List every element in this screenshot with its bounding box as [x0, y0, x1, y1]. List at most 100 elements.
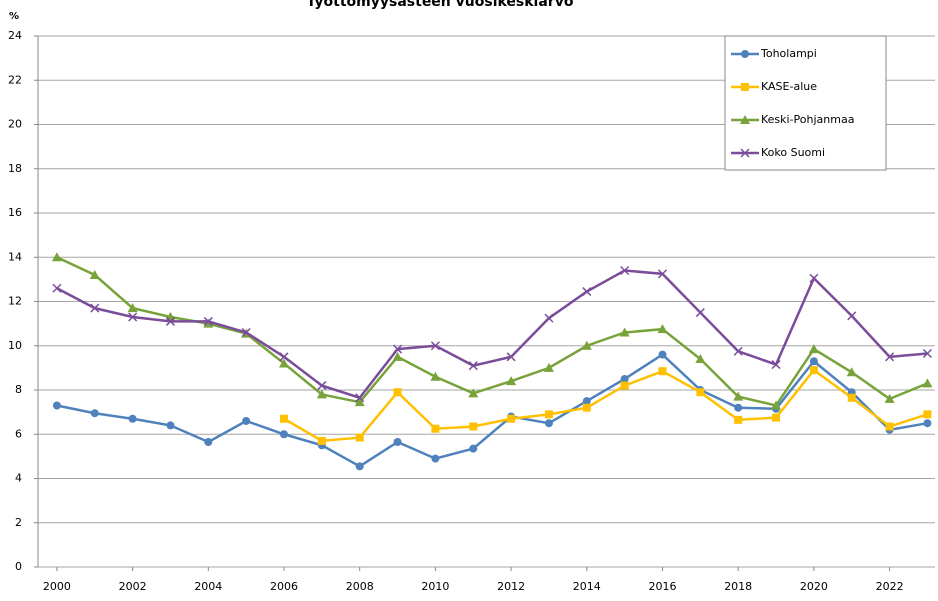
legend-marker — [740, 148, 750, 158]
marker — [128, 414, 137, 423]
y-tick-label: 10 — [8, 339, 22, 352]
marker — [809, 273, 819, 283]
x-tick-label: 2016 — [648, 580, 676, 593]
y-tick-label: 20 — [8, 118, 22, 131]
marker — [543, 362, 554, 372]
marker — [923, 419, 932, 428]
legend-label: KASE-alue — [761, 80, 817, 93]
marker — [695, 354, 706, 364]
marker — [51, 252, 62, 262]
marker — [204, 437, 213, 446]
legend-label: Toholampi — [760, 47, 817, 60]
marker — [355, 393, 365, 403]
marker — [544, 410, 553, 419]
marker — [52, 283, 62, 293]
x-tick-label: 2020 — [800, 580, 828, 593]
marker — [657, 324, 668, 334]
x-tick-label: 2008 — [346, 580, 374, 593]
marker — [885, 352, 895, 362]
marker — [354, 397, 365, 407]
marker — [468, 388, 479, 398]
x-tick-label: 2006 — [270, 580, 298, 593]
y-axis-label: % — [9, 11, 19, 22]
y-tick-label: 24 — [8, 29, 22, 42]
y-tick-label: 16 — [8, 206, 22, 219]
marker — [279, 352, 289, 362]
marker — [809, 366, 818, 375]
marker — [620, 381, 629, 390]
x-tick-label: 2002 — [119, 580, 147, 593]
marker — [544, 313, 554, 323]
x-tick-label: 2014 — [573, 580, 601, 593]
legend-marker — [741, 83, 749, 91]
marker — [468, 361, 478, 371]
marker — [658, 350, 667, 359]
marker — [734, 415, 743, 424]
marker — [279, 358, 290, 368]
marker — [734, 403, 743, 412]
marker — [733, 391, 744, 401]
marker — [431, 454, 440, 463]
y-tick-label: 0 — [15, 560, 22, 573]
series-line — [56, 269, 928, 400]
marker — [317, 436, 326, 445]
series-line — [283, 368, 928, 443]
legend-marker — [741, 50, 749, 58]
legend-label: Koko Suomi — [761, 146, 825, 159]
marker — [506, 376, 517, 386]
marker — [582, 403, 591, 412]
marker — [620, 265, 630, 276]
marker — [657, 269, 668, 279]
marker — [166, 421, 175, 430]
y-tick-label: 14 — [8, 250, 22, 263]
marker — [242, 416, 251, 425]
marker — [772, 413, 781, 422]
x-tick-label: 2022 — [876, 580, 904, 593]
marker — [696, 388, 705, 397]
marker — [393, 344, 403, 354]
marker — [847, 393, 856, 402]
marker — [128, 312, 138, 322]
marker — [581, 340, 592, 350]
marker — [430, 371, 441, 381]
marker — [317, 381, 327, 391]
marker — [203, 316, 213, 326]
y-tick-label: 12 — [8, 295, 22, 308]
marker — [90, 303, 100, 313]
x-tick-label: 2010 — [421, 580, 449, 593]
marker — [808, 344, 819, 354]
y-tick-label: 4 — [15, 472, 22, 485]
marker — [884, 393, 895, 403]
marker — [392, 351, 403, 361]
marker — [431, 424, 440, 433]
marker — [203, 318, 214, 328]
marker — [506, 352, 516, 362]
marker — [544, 419, 553, 428]
marker — [241, 327, 251, 338]
series-line — [56, 353, 928, 468]
x-tick-label: 2000 — [43, 580, 71, 593]
marker — [89, 269, 100, 279]
marker — [922, 378, 933, 388]
marker — [355, 462, 364, 471]
marker — [280, 430, 289, 439]
marker — [127, 303, 138, 313]
y-tick-label: 18 — [8, 162, 22, 175]
marker — [430, 341, 440, 351]
marker — [695, 308, 705, 318]
marker — [165, 316, 175, 326]
chart-title: Työttömyysasteen vuosikeskiarvo — [307, 0, 574, 10]
x-tick-label: 2018 — [724, 580, 752, 593]
marker — [733, 346, 743, 356]
marker — [582, 287, 592, 297]
marker — [355, 433, 364, 442]
marker — [846, 367, 857, 377]
marker — [280, 414, 289, 423]
legend-box — [724, 35, 887, 171]
marker — [658, 367, 667, 376]
marker — [469, 444, 478, 453]
marker — [885, 422, 894, 431]
marker — [809, 357, 818, 366]
marker — [393, 388, 402, 397]
